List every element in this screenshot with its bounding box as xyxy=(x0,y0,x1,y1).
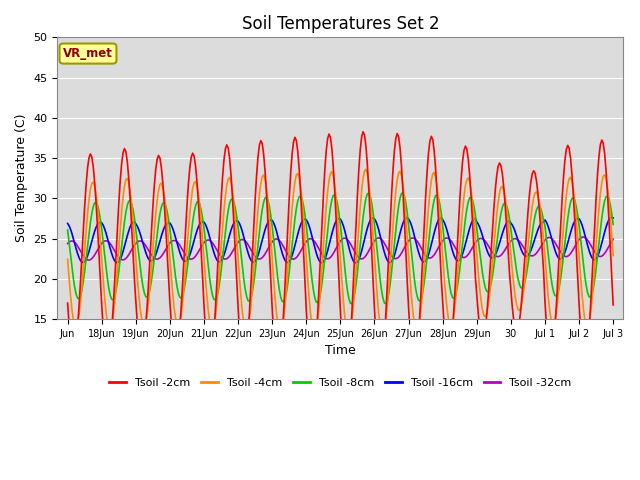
Tsoil -16cm xyxy=(288,252,296,258)
Tsoil -2cm xyxy=(354,192,362,197)
Title: Soil Temperatures Set 2: Soil Temperatures Set 2 xyxy=(241,15,439,33)
Tsoil -4cm xyxy=(609,252,617,258)
Line: Tsoil -32cm: Tsoil -32cm xyxy=(68,237,613,260)
Tsoil -4cm xyxy=(345,333,353,338)
Tsoil -16cm xyxy=(354,259,362,265)
Tsoil -32cm xyxy=(77,248,84,254)
Tsoil -4cm xyxy=(354,244,362,250)
Legend: Tsoil -2cm, Tsoil -4cm, Tsoil -8cm, Tsoil -16cm, Tsoil -32cm: Tsoil -2cm, Tsoil -4cm, Tsoil -8cm, Tsoi… xyxy=(105,373,576,392)
Tsoil -8cm xyxy=(64,227,72,233)
Tsoil -16cm xyxy=(428,241,435,247)
Tsoil -16cm xyxy=(352,260,360,266)
Tsoil -8cm xyxy=(609,222,617,228)
Tsoil -2cm xyxy=(609,302,617,308)
Tsoil -2cm xyxy=(64,300,72,306)
Tsoil -2cm xyxy=(112,253,120,259)
Tsoil -8cm xyxy=(399,190,407,196)
Tsoil -8cm xyxy=(112,288,120,294)
Tsoil -4cm xyxy=(112,285,120,291)
Tsoil -32cm xyxy=(85,257,93,263)
Tsoil -8cm xyxy=(354,269,362,275)
Tsoil -2cm xyxy=(359,129,367,135)
Tsoil -32cm xyxy=(354,253,362,259)
Tsoil -4cm xyxy=(446,322,454,327)
Tsoil -4cm xyxy=(77,300,84,305)
Tsoil -2cm xyxy=(446,351,454,357)
X-axis label: Time: Time xyxy=(325,344,356,357)
Line: Tsoil -2cm: Tsoil -2cm xyxy=(68,132,613,373)
Tsoil -16cm xyxy=(112,259,120,265)
Tsoil -8cm xyxy=(348,301,356,307)
Text: VR_met: VR_met xyxy=(63,47,113,60)
Tsoil -32cm xyxy=(113,252,121,258)
Tsoil -4cm xyxy=(362,167,370,172)
Tsoil -2cm xyxy=(429,137,436,143)
Tsoil -2cm xyxy=(77,280,84,286)
Tsoil -32cm xyxy=(609,236,617,242)
Tsoil -4cm xyxy=(64,256,72,262)
Line: Tsoil -16cm: Tsoil -16cm xyxy=(68,217,613,263)
Tsoil -32cm xyxy=(428,255,435,261)
Tsoil -2cm xyxy=(288,151,296,157)
Tsoil -4cm xyxy=(288,206,296,212)
Tsoil -32cm xyxy=(290,256,298,262)
Tsoil -2cm xyxy=(342,371,350,376)
Tsoil -8cm xyxy=(429,204,436,210)
Tsoil -32cm xyxy=(64,241,72,247)
Tsoil -16cm xyxy=(608,215,616,220)
Tsoil -8cm xyxy=(446,284,454,289)
Tsoil -32cm xyxy=(579,234,587,240)
Tsoil -32cm xyxy=(445,236,452,241)
Tsoil -4cm xyxy=(429,171,436,177)
Y-axis label: Soil Temperature (C): Soil Temperature (C) xyxy=(15,114,28,242)
Tsoil -16cm xyxy=(64,221,72,227)
Tsoil -16cm xyxy=(445,232,452,238)
Tsoil -8cm xyxy=(77,293,84,299)
Tsoil -16cm xyxy=(609,215,617,221)
Line: Tsoil -8cm: Tsoil -8cm xyxy=(68,193,613,304)
Tsoil -16cm xyxy=(77,258,84,264)
Tsoil -8cm xyxy=(288,241,296,247)
Line: Tsoil -4cm: Tsoil -4cm xyxy=(68,169,613,336)
